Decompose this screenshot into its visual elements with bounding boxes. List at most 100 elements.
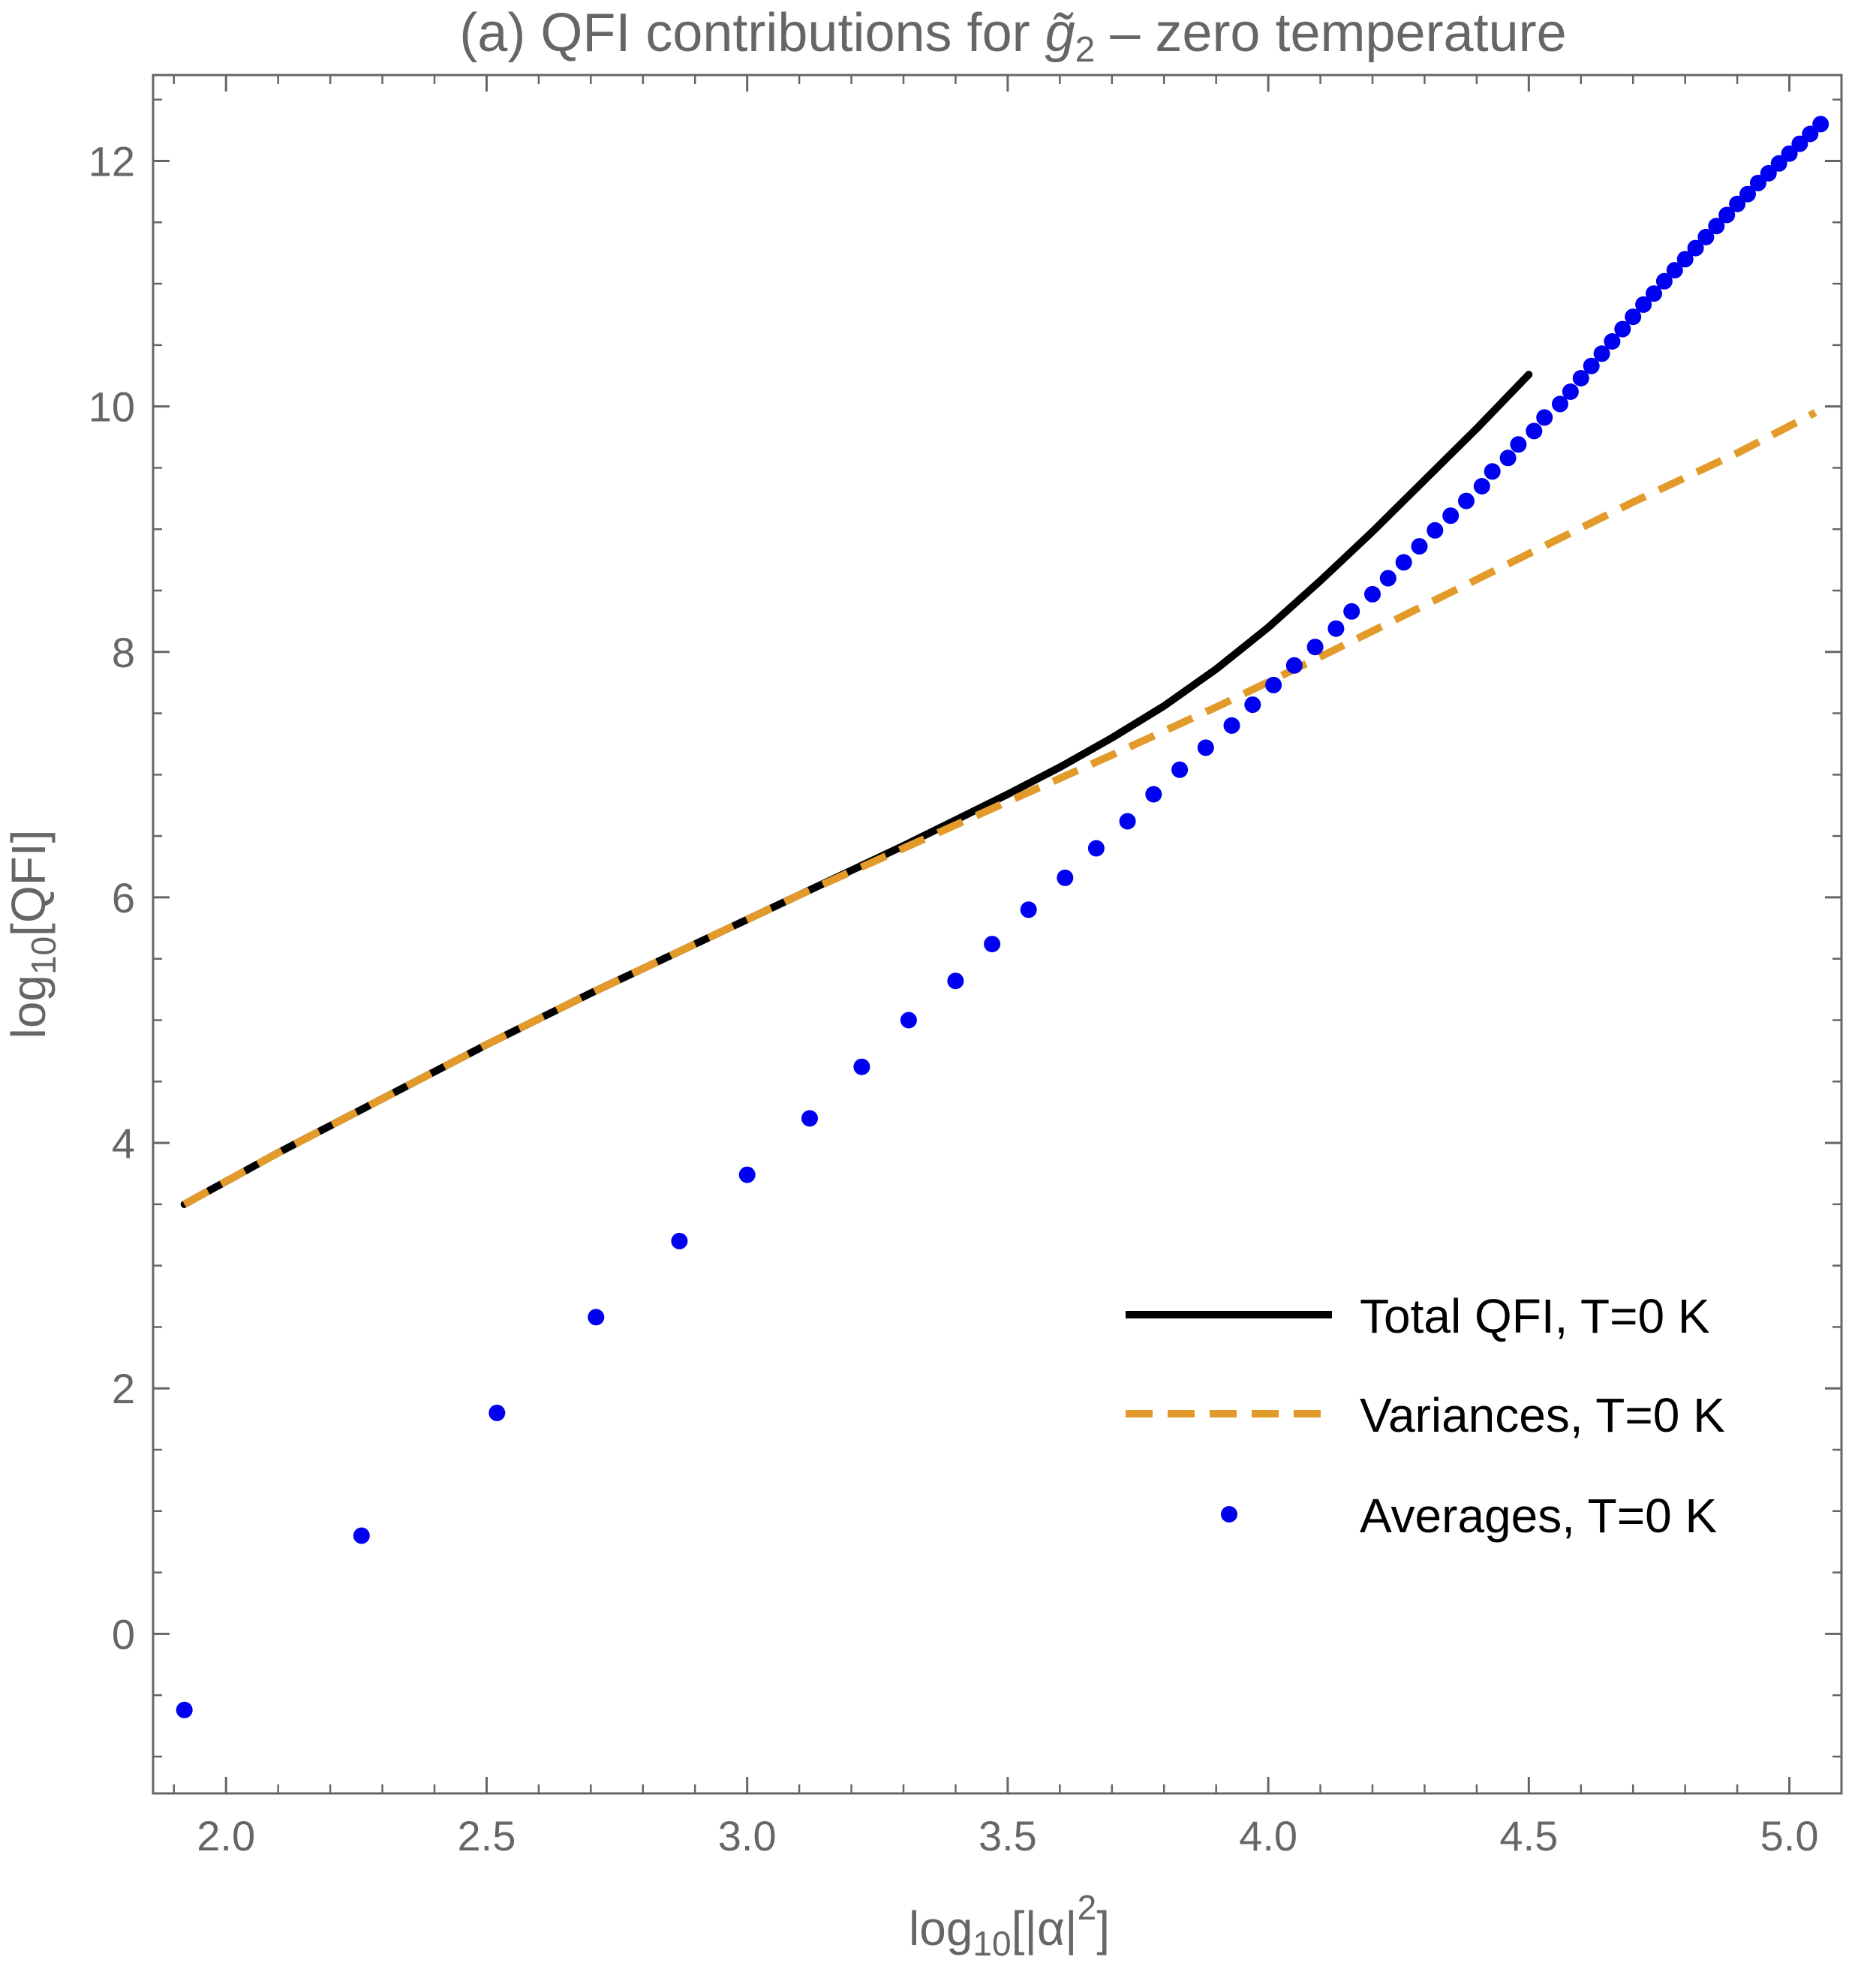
data-point-averages: [1697, 228, 1715, 245]
data-point-averages: [176, 1701, 193, 1718]
data-point-averages: [1223, 717, 1240, 734]
data-point-averages: [1749, 174, 1766, 191]
x-tick-label: 5.0: [1760, 1812, 1819, 1859]
data-point-averages: [984, 936, 1001, 953]
data-point-averages: [1770, 155, 1787, 172]
data-point-averages: [1395, 554, 1412, 571]
series-line-variances: [182, 409, 1817, 1208]
y-tick-label: 12: [89, 138, 135, 185]
title-suffix: – zero temperature: [1095, 3, 1566, 63]
data-point-averages: [1604, 333, 1621, 350]
legend-label-variances: Variances, T=0 K: [1360, 1388, 1725, 1442]
data-point-averages: [1364, 585, 1381, 603]
data-point-averages: [1458, 492, 1475, 510]
data-point-averages: [1676, 251, 1694, 268]
data-point-averages: [1562, 383, 1579, 400]
data-point-averages: [1625, 308, 1642, 326]
data-point-averages: [1687, 239, 1704, 257]
data-point-averages: [671, 1232, 688, 1249]
data-point-averages: [1119, 813, 1136, 830]
series-layer: [176, 116, 1829, 1718]
data-point-averages: [1087, 840, 1105, 857]
data-point-averages: [1526, 422, 1543, 440]
xlabel-mid: [|α|: [1012, 1901, 1078, 1955]
legend-swatch-averages: [1221, 1506, 1237, 1523]
y-tick-label: 10: [89, 383, 135, 431]
y-tick-label: 4: [112, 1120, 135, 1167]
data-point-averages: [1802, 125, 1819, 143]
y-tick-label: 8: [112, 629, 135, 676]
data-point-averages: [1197, 739, 1214, 756]
data-point-averages: [1655, 272, 1673, 290]
xlabel-log: log: [909, 1901, 973, 1955]
legend: Total QFI, T=0 K Variances, T=0 K Averag…: [1126, 1289, 1725, 1543]
data-point-averages: [1057, 869, 1074, 886]
data-point-averages: [1729, 195, 1746, 212]
data-point-averages: [1583, 357, 1600, 374]
data-point-averages: [1536, 409, 1553, 426]
data-point-averages: [1510, 436, 1527, 453]
data-point-averages: [1760, 164, 1777, 182]
data-point-averages: [1327, 620, 1345, 637]
data-point-averages: [1442, 507, 1460, 525]
legend-label-total-qfi: Total QFI, T=0 K: [1360, 1289, 1710, 1343]
x-tick-label: 3.5: [979, 1812, 1037, 1859]
data-point-averages: [1484, 463, 1501, 480]
data-point-averages: [1473, 478, 1490, 495]
ylabel-log: log: [2, 975, 56, 1039]
data-point-averages: [1499, 449, 1517, 467]
y-tick-label: 6: [112, 874, 135, 921]
plot-frame: [152, 74, 1843, 1795]
y-tick-label: 0: [112, 1610, 135, 1658]
data-point-averages: [853, 1058, 870, 1075]
data-point-averages: [900, 1012, 917, 1029]
data-point-averages: [353, 1527, 370, 1544]
data-point-averages: [1145, 786, 1162, 803]
y-axis-label: log10[QFI]: [2, 830, 63, 1039]
data-point-averages: [1593, 345, 1610, 362]
data-point-averages: [1020, 901, 1037, 918]
xlabel-sub: 10: [973, 1924, 1011, 1963]
data-point-averages: [1343, 603, 1360, 620]
data-point-averages: [738, 1166, 756, 1183]
title-subscript: 2: [1075, 30, 1096, 70]
series-line-total-qfi: [180, 371, 1533, 1208]
data-point-averages: [1614, 320, 1631, 338]
data-point-averages: [1666, 262, 1683, 279]
data-point-averages: [1411, 538, 1428, 555]
xlabel-post: ]: [1096, 1901, 1110, 1955]
x-tick-label: 2.5: [458, 1812, 516, 1859]
y-axis-ticks: 0 2 4 6 8 10 12: [89, 98, 1841, 1758]
x-tick-label: 2.0: [197, 1812, 255, 1859]
data-point-averages: [1739, 185, 1756, 203]
data-point-averages: [1171, 761, 1189, 778]
ylabel-sub: 10: [24, 936, 63, 975]
data-point-averages: [1572, 370, 1589, 386]
data-point-averages: [1812, 116, 1829, 133]
data-point-averages: [588, 1309, 605, 1326]
data-point-averages: [801, 1110, 818, 1127]
ylabel-post: [QFI]: [2, 830, 56, 936]
title-prefix: (a) QFI contributions for: [459, 3, 1045, 63]
x-tick-label: 3.0: [718, 1812, 777, 1859]
data-point-averages: [1244, 696, 1261, 714]
data-point-averages: [1285, 657, 1303, 674]
data-point-averages: [1635, 296, 1652, 313]
xlabel-sup: 2: [1078, 1888, 1097, 1927]
data-point-averages: [489, 1404, 506, 1421]
y-tick-label: 2: [112, 1365, 135, 1412]
data-point-averages: [1791, 135, 1808, 152]
data-point-averages: [1265, 676, 1282, 693]
x-tick-label: 4.0: [1239, 1812, 1297, 1859]
data-point-averages: [947, 972, 964, 990]
data-point-averages: [1646, 285, 1662, 302]
data-point-averages: [1718, 206, 1736, 224]
x-axis-label: log10[|α|2]: [909, 1888, 1110, 1963]
title-symbol: g̃: [1045, 3, 1075, 63]
data-point-averages: [1379, 570, 1396, 587]
data-point-averages: [1781, 145, 1798, 162]
legend-label-averages: Averages, T=0 K: [1360, 1489, 1717, 1543]
data-point-averages: [1708, 218, 1725, 235]
